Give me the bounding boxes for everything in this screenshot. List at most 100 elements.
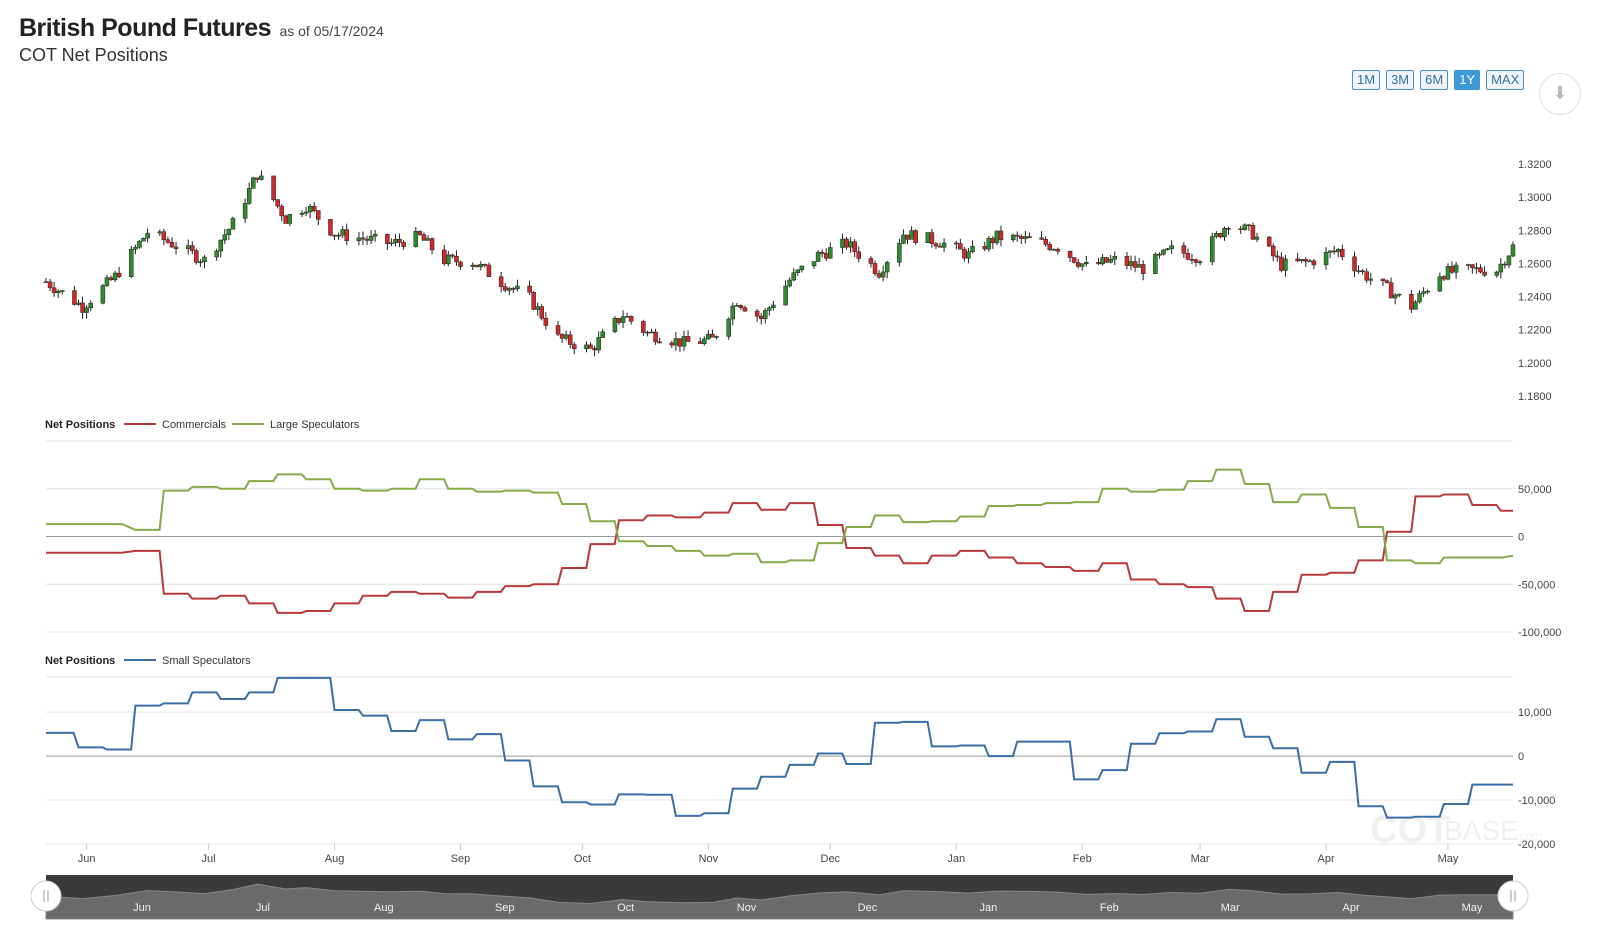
x-tick-label: Dec [821, 853, 841, 865]
candle-up [340, 229, 345, 236]
candle-down [856, 251, 861, 259]
candle-down [1039, 237, 1044, 240]
candle-up [246, 188, 252, 204]
candle-up [507, 288, 512, 291]
candle-down [364, 238, 370, 241]
candle-up [1437, 276, 1443, 292]
candle-up [307, 206, 313, 213]
candle-up [563, 334, 569, 339]
candle-down [742, 307, 748, 312]
candle-up [706, 333, 711, 340]
price-tick-label: 1.2200 [1518, 325, 1552, 337]
navigator-background [46, 875, 1513, 919]
candle-up [1506, 255, 1512, 266]
candle-down [937, 245, 943, 248]
candle-up [645, 331, 650, 334]
candle-up [791, 272, 796, 281]
candle-up [986, 237, 992, 250]
candle-up [446, 254, 451, 264]
candle-up [202, 256, 207, 263]
candle-down [1067, 251, 1073, 258]
candle-up [1136, 264, 1142, 268]
watermark-com: .com [1516, 829, 1542, 843]
candle-up [1254, 236, 1260, 240]
candle-down [958, 243, 963, 250]
x-axis: Jun Jul Aug Sep Oct Nov Dec Jan Feb Mar Apr May [78, 844, 1459, 865]
candle-up [250, 177, 256, 189]
candle-down [592, 347, 597, 351]
legend-commercials-label[interactable]: Commercials [162, 419, 227, 431]
small-tick-label: 10,000 [1518, 707, 1552, 719]
legend-large-speculators-label[interactable]: Large Speculators [270, 419, 360, 431]
range-1m-button[interactable]: 1M [1352, 70, 1381, 90]
candle-up [1413, 301, 1418, 310]
range-3m-button[interactable]: 3M [1386, 70, 1415, 90]
download-button[interactable]: ⬇ [1539, 73, 1581, 115]
candle-up [726, 318, 731, 337]
candle-up [994, 230, 1000, 244]
candle-down [628, 316, 634, 322]
candle-up [470, 264, 475, 267]
candle-up [1453, 264, 1459, 273]
candle-up [1299, 259, 1304, 262]
range-6m-button[interactable]: 6M [1420, 70, 1449, 90]
candle-down [653, 331, 658, 343]
candle-down [458, 261, 463, 267]
candle-up [763, 310, 768, 319]
candle-up [393, 239, 398, 244]
net-tick-label: 50,000 [1518, 484, 1552, 496]
candle-down [758, 315, 764, 319]
candle-up [141, 237, 146, 242]
candle-up [198, 261, 203, 264]
candle-up [214, 250, 219, 258]
candle-up [970, 246, 975, 252]
candle-up [1510, 244, 1516, 257]
candle-up [1197, 261, 1203, 264]
candle-up [880, 271, 886, 278]
candle-down [161, 231, 167, 240]
range-1y-button[interactable]: 1Y [1454, 70, 1481, 90]
candle-up [1421, 291, 1426, 294]
candle-down [657, 341, 662, 344]
candle-up [702, 338, 707, 344]
candle-up [1327, 250, 1333, 253]
legend-small-speculators-label[interactable]: Small Speculators [162, 655, 251, 667]
candle-down [421, 234, 427, 241]
candle-up [840, 238, 845, 248]
candle-up [767, 307, 772, 311]
watermark-cot: COT [1370, 809, 1450, 851]
net-tick-label: -100,000 [1518, 627, 1561, 639]
download-arrow-icon: ⬇ [1552, 83, 1568, 103]
candle-down [1043, 239, 1048, 245]
candle-up [1368, 278, 1374, 281]
candle-down [1246, 224, 1252, 227]
candle-down [1055, 249, 1061, 252]
candle-down [1270, 245, 1276, 257]
candle-up [230, 218, 236, 230]
chart-title-block: British Pound Futures as of 05/17/2024 [19, 14, 384, 43]
candle-down [1071, 257, 1077, 263]
candle-up [624, 316, 630, 318]
x-tick-label: Nov [699, 853, 719, 865]
chart-subtitle: COT Net Positions [19, 45, 168, 65]
candle-down [283, 215, 289, 224]
candle-up [1010, 234, 1016, 241]
candle-up [1494, 271, 1499, 276]
small-speculators-line [46, 676, 1513, 819]
candle-down [543, 317, 549, 326]
candle-down [527, 285, 532, 293]
candle-down [1303, 259, 1309, 262]
candle-down [1449, 266, 1455, 273]
candle-up [185, 245, 191, 249]
candle-down [962, 248, 967, 259]
candle-down [539, 306, 545, 319]
candle-up [600, 331, 605, 338]
candle-up [795, 269, 801, 273]
x-tick-label: May [1438, 853, 1459, 865]
candle-down [1104, 257, 1109, 263]
navigator[interactable]: Jun Jul Aug Sep Oct Nov Dec Jan Feb Mar Apr May [30, 875, 1529, 920]
candle-down [1384, 280, 1390, 283]
candle-down [417, 231, 423, 235]
range-max-button[interactable]: MAX [1486, 70, 1525, 90]
